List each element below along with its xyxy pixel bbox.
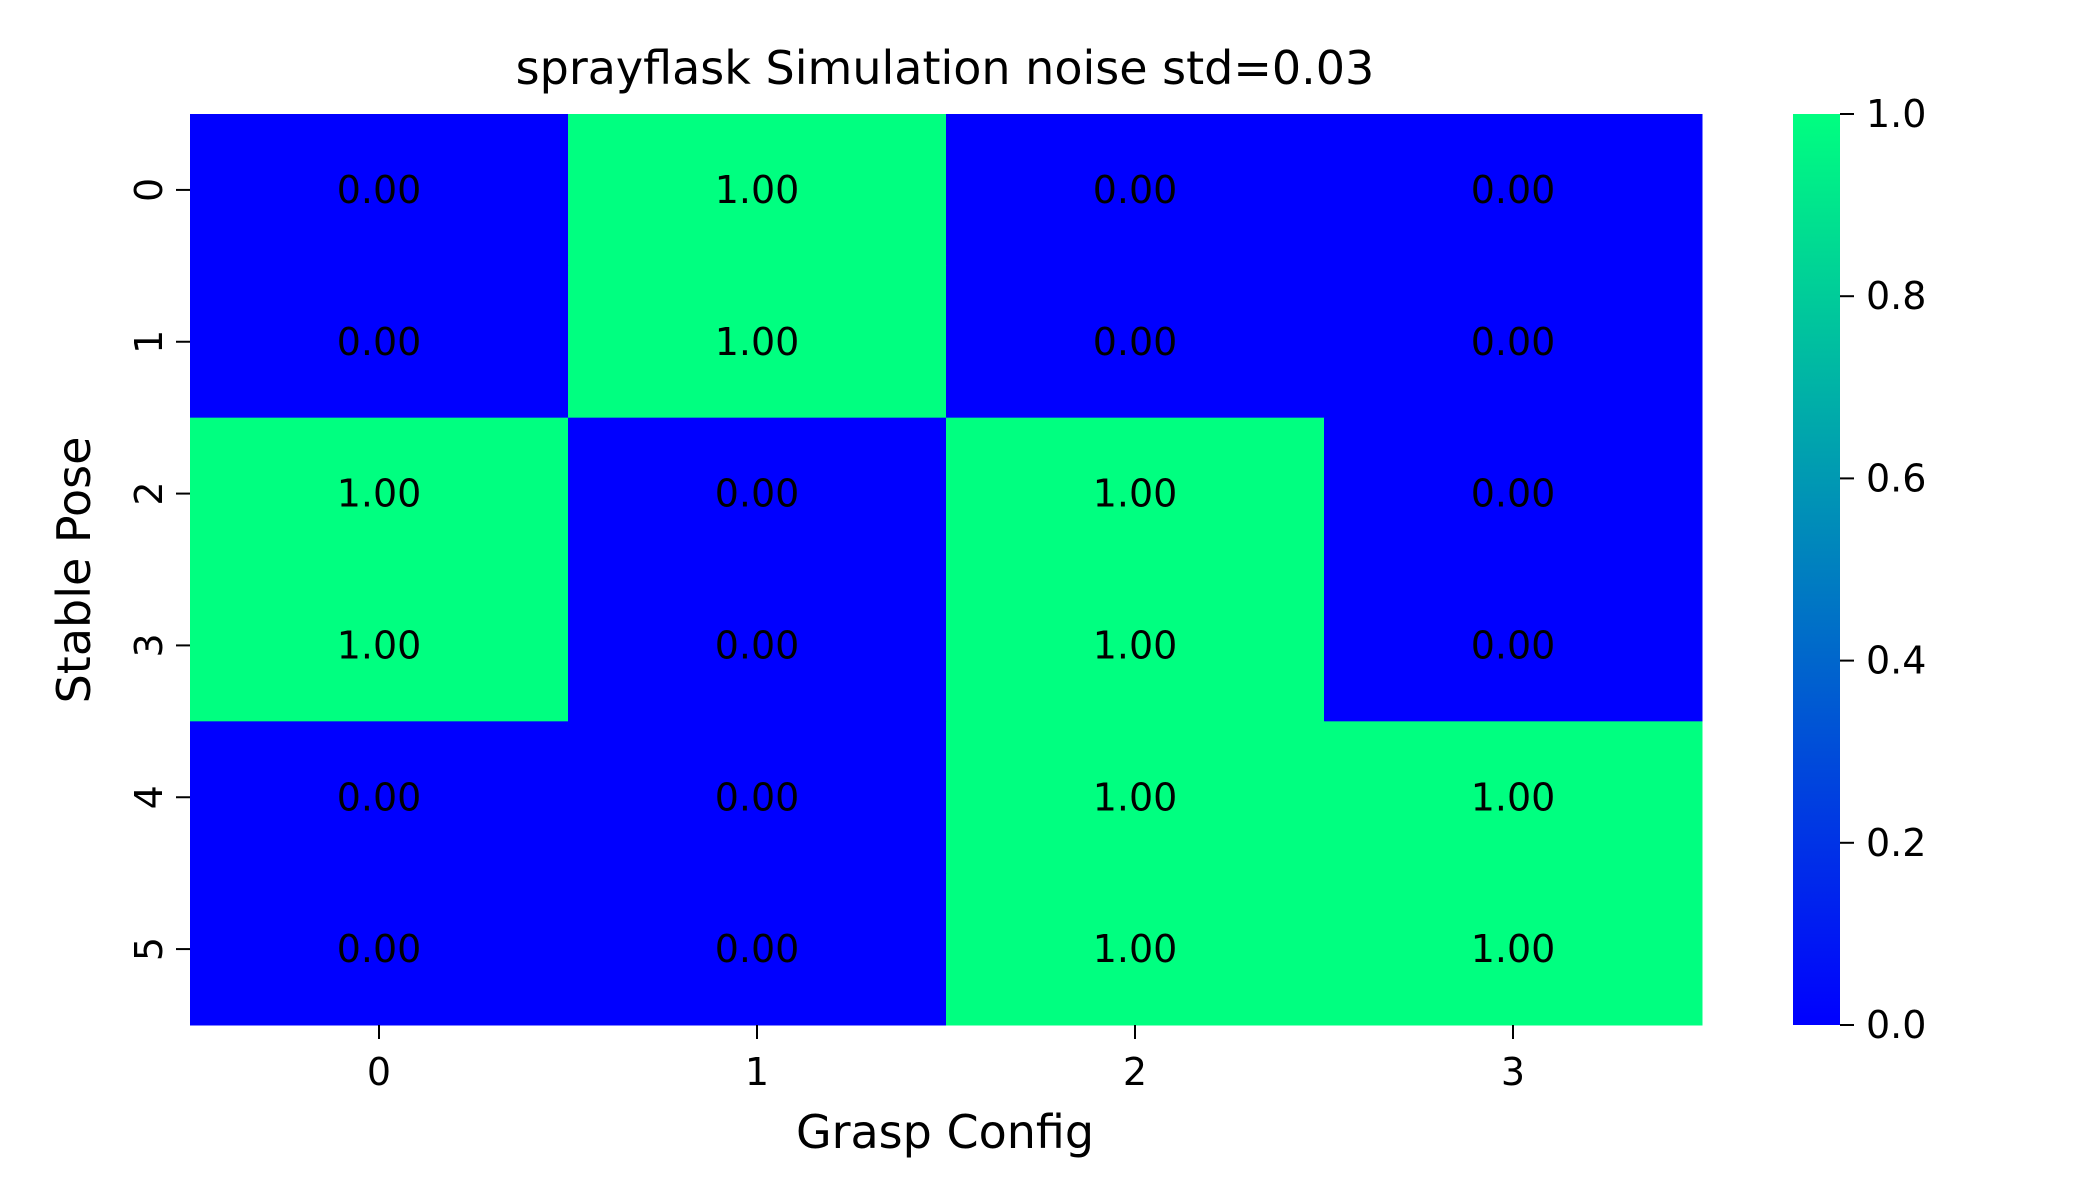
heatmap-cell (1324, 417, 1703, 570)
heatmap-cell (946, 721, 1325, 874)
cell-value-label: 1.00 (715, 168, 800, 212)
cell-value-label: 0.00 (1471, 320, 1556, 364)
cell-value-label: 0.00 (1471, 623, 1556, 667)
colorbar-tick-label: 0.2 (1866, 821, 1926, 865)
heatmap-cell (946, 569, 1325, 722)
heatmap-cell (946, 417, 1325, 570)
x-tick-label: 2 (1123, 1050, 1147, 1094)
heatmap-cell (1324, 265, 1703, 419)
cell-value-label: 0.00 (715, 775, 800, 819)
colorbar-tick-label: 1.0 (1866, 92, 1926, 136)
heatmap-cell (568, 721, 947, 874)
heatmap-cell (568, 569, 947, 722)
y-tick-label: 5 (127, 937, 171, 961)
heatmap-cell (568, 114, 947, 267)
colorbar-tick-label: 0.8 (1866, 274, 1926, 318)
heatmap-cell-labels: 0.00 1.00 0.00 0.00 0.00 1.00 0.00 0.00 1.00 0.00… (337, 168, 1556, 971)
heatmap-cell (946, 265, 1325, 419)
heatmap-cell (946, 114, 1325, 267)
cell-value-label: 1.00 (1471, 927, 1556, 971)
cell-value-label: 1.00 (337, 623, 422, 667)
heatmap-cell (1324, 569, 1703, 722)
heatmap-cell (568, 417, 947, 570)
heatmap-cell (568, 265, 947, 419)
y-axis: 0 1 2 3 4 5 (127, 178, 190, 961)
heatmap-cell (190, 721, 569, 874)
chart-title: sprayflask Simulation noise std=0.03 (516, 41, 1375, 95)
heatmap-cell (190, 417, 569, 570)
cell-value-label: 1.00 (1471, 775, 1556, 819)
colorbar-tick-label: 0.0 (1866, 1003, 1926, 1047)
cell-value-label: 1.00 (337, 472, 422, 516)
cell-value-label: 1.00 (1093, 623, 1178, 667)
cell-value-label: 0.00 (715, 927, 800, 971)
heatmap-cell (190, 873, 569, 1026)
colorbar-tick-label: 0.6 (1866, 456, 1926, 500)
x-axis-title: Grasp Config (796, 1105, 1094, 1159)
cell-value-label: 0.00 (1471, 472, 1556, 516)
colorbar: 0.0 0.2 0.4 0.6 0.8 1.0 (1793, 92, 1926, 1047)
heatmap-cells (190, 114, 1703, 1026)
heatmap-cell (946, 873, 1325, 1026)
cell-value-label: 0.00 (337, 927, 422, 971)
cell-value-label: 1.00 (1093, 472, 1178, 516)
heatmap-cell (190, 569, 569, 722)
x-tick-label: 1 (745, 1050, 769, 1094)
colorbar-tick-label: 0.4 (1866, 639, 1926, 683)
heatmap-cell (1324, 114, 1703, 267)
x-tick-label: 3 (1501, 1050, 1525, 1094)
cell-value-label: 0.00 (715, 623, 800, 667)
heatmap-cell (190, 114, 569, 267)
cell-value-label: 1.00 (1093, 775, 1178, 819)
heatmap-cell (190, 265, 569, 419)
colorbar-gradient (1793, 114, 1840, 1025)
cell-value-label: 0.00 (1471, 168, 1556, 212)
cell-value-label: 0.00 (337, 320, 422, 364)
y-tick-label: 0 (127, 178, 171, 202)
y-axis-title: Stable Pose (47, 437, 101, 704)
x-tick-label: 0 (367, 1050, 391, 1094)
y-tick-label: 4 (127, 785, 171, 809)
y-tick-label: 2 (127, 481, 171, 505)
heatmap-cell (1324, 873, 1703, 1026)
heatmap-cell (568, 873, 947, 1026)
cell-value-label: 1.00 (715, 320, 800, 364)
y-tick-label: 3 (127, 633, 171, 657)
x-axis: 0 1 2 3 (367, 1025, 1525, 1094)
cell-value-label: 0.00 (337, 775, 422, 819)
y-tick-label: 1 (127, 330, 171, 354)
heatmap-cell (1324, 721, 1703, 874)
cell-value-label: 0.00 (715, 472, 800, 516)
cell-value-label: 0.00 (337, 168, 422, 212)
cell-value-label: 0.00 (1093, 320, 1178, 364)
cell-value-label: 1.00 (1093, 927, 1178, 971)
cell-value-label: 0.00 (1093, 168, 1178, 212)
